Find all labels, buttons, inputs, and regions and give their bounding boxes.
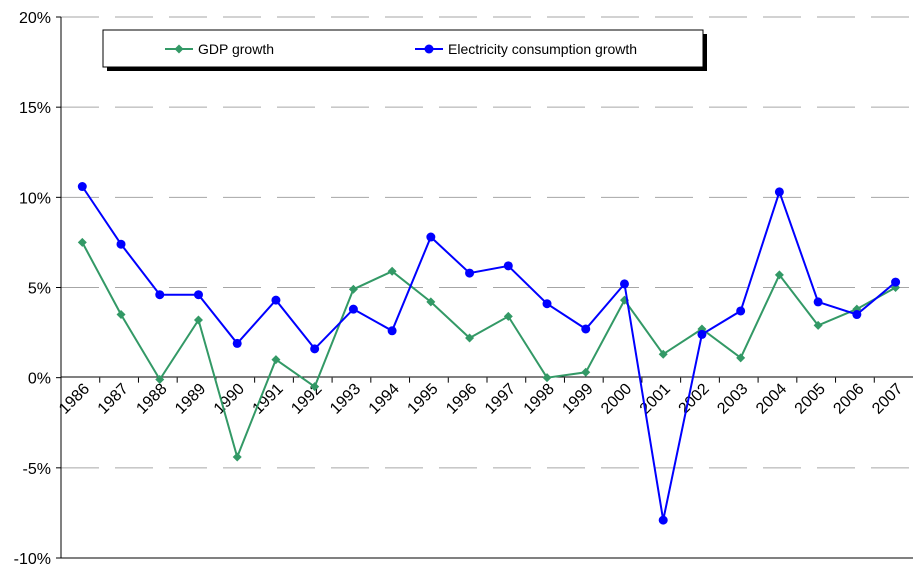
y-tick-labels: -10% -5% 0% 5% 10% 15% 20% (14, 10, 61, 565)
data-point (116, 310, 126, 320)
x-tick-label: 1996 (443, 380, 480, 417)
legend-label: Electricity consumption growth (448, 41, 637, 57)
x-tick-label: 1999 (559, 380, 596, 417)
data-point (387, 326, 397, 336)
legend-box (102, 29, 704, 68)
x-tick-label: 1988 (133, 380, 170, 417)
data-point (542, 373, 552, 383)
gridlines (61, 16, 913, 469)
x-tick-label: 2003 (714, 380, 751, 417)
data-point (232, 452, 242, 462)
x-tick-label: 1989 (172, 380, 209, 417)
x-tick-label: 2006 (830, 380, 867, 417)
x-tick-label: 2002 (676, 380, 713, 417)
data-point (193, 315, 203, 325)
y-tick-label: 15% (19, 100, 51, 117)
data-point (658, 349, 668, 359)
data-point (465, 268, 475, 278)
legend-label: GDP growth (198, 41, 274, 57)
data-point (619, 279, 629, 289)
data-point (852, 310, 862, 320)
data-point (310, 382, 320, 392)
data-point (271, 295, 281, 305)
data-point (271, 355, 281, 365)
data-point (348, 304, 358, 314)
data-point (155, 290, 165, 300)
data-point (387, 266, 397, 276)
x-tick-label: 2005 (792, 380, 829, 417)
x-tick-labels: 1986 1987 1988 1989 1990 1991 1992 1993 1994 1995… (56, 377, 906, 418)
data-point (232, 338, 242, 348)
data-point (503, 311, 513, 321)
y-tick-label: 5% (28, 281, 51, 298)
legend: GDP growth Electricity consumption growth (102, 29, 707, 71)
data-point (77, 182, 87, 192)
legend-marker (424, 44, 434, 54)
y-tick-label: 0% (28, 371, 51, 388)
data-point (116, 239, 126, 249)
x-tick-label: 1987 (95, 380, 132, 417)
x-tick-label: 1998 (521, 380, 558, 417)
x-tick-label: 1986 (56, 380, 93, 417)
data-point (348, 284, 358, 294)
data-point (581, 367, 591, 377)
x-tick-label: 1994 (366, 380, 403, 417)
y-tick-label: 20% (19, 10, 51, 27)
data-point (697, 329, 707, 339)
data-point (813, 320, 823, 330)
x-tick-label: 1995 (404, 380, 441, 417)
x-tick-label: 2007 (869, 380, 906, 417)
data-point (736, 353, 746, 363)
data-point (813, 297, 823, 307)
data-point (193, 290, 203, 300)
legend-marker (174, 44, 184, 54)
data-point (542, 299, 552, 309)
data-point (774, 187, 784, 197)
data-point (581, 324, 591, 334)
data-point (426, 297, 436, 307)
series-line (81, 241, 897, 461)
y-tick-label: 10% (19, 190, 51, 207)
y-tick-label: -5% (23, 461, 51, 478)
data-point (658, 515, 668, 525)
data-point (77, 237, 87, 247)
data-point (465, 333, 475, 343)
y-tick-label: -10% (14, 551, 51, 565)
data-point (736, 306, 746, 316)
x-tick-label: 2004 (753, 380, 790, 417)
x-tick-label: 2000 (598, 380, 635, 417)
x-tick-label: 1993 (327, 380, 364, 417)
data-point (503, 261, 513, 271)
data-point (891, 277, 901, 287)
series-group (77, 182, 901, 525)
x-tick-label: 1992 (288, 380, 325, 417)
series-line (81, 185, 897, 521)
x-tick-label: 1997 (482, 380, 519, 417)
data-point (426, 232, 436, 242)
data-point (774, 270, 784, 280)
data-point (155, 374, 165, 384)
data-point (310, 344, 320, 354)
